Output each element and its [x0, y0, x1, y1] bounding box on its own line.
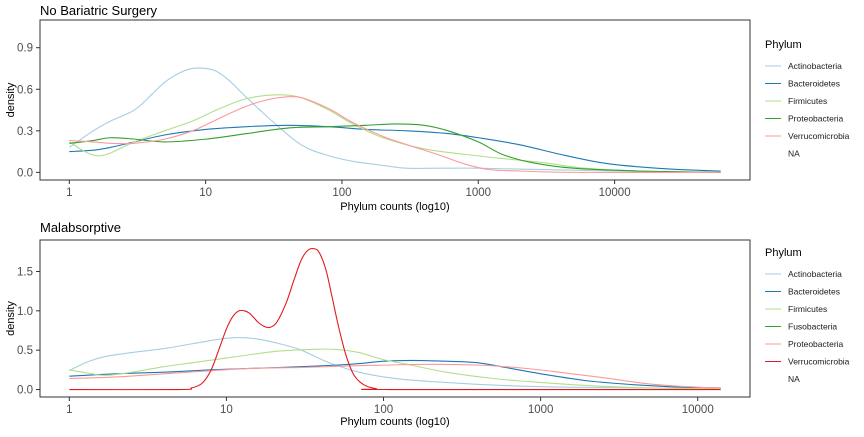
plot-border: [39, 239, 751, 398]
chart-panel-2: Malabsorptive 0.0 0.5 1.0 1.5 1 10 100 1000 10000…: [5, 220, 850, 428]
legend-label-proteobacteria: Proteobacteria: [788, 339, 844, 349]
x-axis-title: Phylum counts (log10): [340, 201, 449, 213]
y-tick-label: 1.0: [17, 306, 33, 318]
x-tick-label: 1000: [528, 404, 554, 416]
y-axis-title: density: [5, 301, 17, 336]
y-axis-title: density: [5, 82, 17, 117]
y-tick-label: 0.9: [17, 43, 33, 55]
y-tick-label: 0.0: [17, 385, 33, 397]
legend-label-fusobacteria: Fusobacteria: [788, 322, 837, 332]
series-line-actinobacteria: [68, 67, 721, 173]
chart-title: Malabsorptive: [40, 220, 121, 235]
chart-title: No Bariatric Surgery: [40, 3, 158, 18]
y-tick-label: 0.3: [17, 126, 33, 138]
series-line-bacteroidetes: [69, 124, 721, 172]
y-tick-label: 0.0: [17, 167, 33, 179]
legend-label-bacteroidetes: Bacteroidetes: [788, 287, 840, 297]
series-line-proteobacteria: [69, 123, 721, 173]
series-line-actinobacteria: [69, 337, 721, 390]
x-tick-label: 1: [66, 404, 72, 416]
legend: Phylum Actinobacteria Bacteroidetes Firmicu…: [765, 39, 850, 159]
legend-label-firmicutes: Firmicutes: [788, 96, 827, 106]
legend-title: Phylum: [765, 247, 802, 259]
x-tick-label: 10000: [599, 187, 631, 199]
series-line-bacteroidetes: [69, 359, 721, 389]
legend-label-proteobacteria: Proteobacteria: [788, 114, 844, 124]
y-tick-label: 0.6: [17, 84, 33, 96]
series-line-firmicutes: [69, 94, 721, 173]
x-tick-label: 10: [220, 404, 233, 416]
series-line-verrucomicrobia: [69, 247, 721, 391]
legend-label-verrucomicrobia: Verrucomicrobia: [788, 357, 850, 367]
legend-label-actinobacteria: Actinobacteria: [788, 269, 842, 279]
y-tick-label: 0.5: [17, 345, 33, 357]
series-line-firmicutes: [69, 348, 721, 390]
plot-border: [39, 19, 751, 181]
x-tick-label: 10: [199, 187, 212, 199]
x-axis-title: Phylum counts (log10): [340, 416, 449, 428]
y-tick-label: 1.5: [17, 266, 33, 278]
legend-label-firmicutes: Firmicutes: [788, 304, 827, 314]
x-tick-label: 1: [66, 187, 72, 199]
x-tick-label: 100: [332, 187, 351, 199]
legend-label-bacteroidetes: Bacteroidetes: [788, 79, 840, 89]
series-line-verrucomicrobia: [69, 96, 721, 174]
x-tick-label: 1000: [465, 187, 491, 199]
series-line-proteobacteria: [69, 363, 721, 389]
legend-label-actinobacteria: Actinobacteria: [788, 61, 842, 71]
legend-label-verrucomicrobia: Verrucomicrobia: [788, 131, 850, 141]
legend-label-na: NA: [788, 374, 800, 384]
legend: Phylum Actinobacteria Bacteroidetes Firmicu…: [765, 247, 850, 384]
legend-title: Phylum: [765, 39, 802, 51]
legend-label-na: NA: [788, 149, 800, 159]
x-tick-label: 10000: [682, 404, 714, 416]
x-tick-label: 100: [374, 404, 393, 416]
chart-panel-1: No Bariatric Surgery 0.0 0.3 0.6 0.9 1 10 100 10…: [5, 3, 850, 213]
